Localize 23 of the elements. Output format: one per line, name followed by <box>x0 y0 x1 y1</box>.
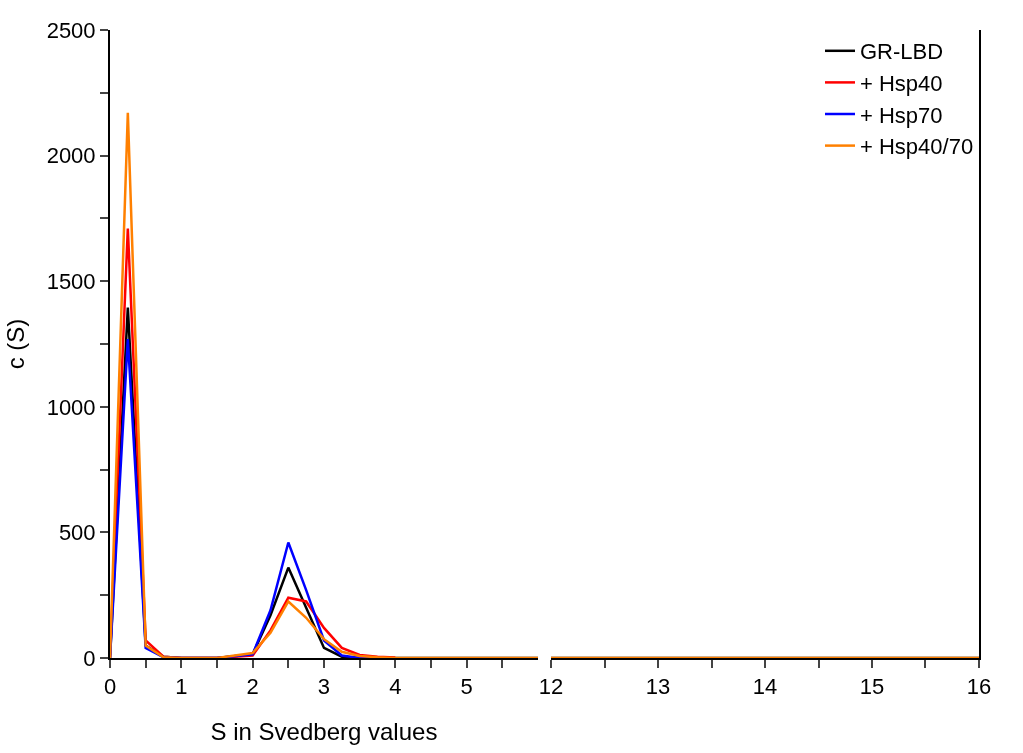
x-tick-label: 14 <box>752 674 778 700</box>
y-tick-label: 2500 <box>46 17 96 43</box>
x-tick-label: 2 <box>246 674 259 700</box>
x-axis-title: S in Svedberg values <box>210 718 438 746</box>
legend-label: GR-LBD <box>860 39 944 65</box>
x-tick-label: 0 <box>103 674 117 700</box>
x-tick-label: 15 <box>859 674 885 700</box>
y-axis-title: c (S) <box>2 318 30 370</box>
x-tick-label: 12 <box>538 674 564 700</box>
y-tick-label: 1500 <box>46 268 96 294</box>
x-tick-label: 4 <box>389 674 402 700</box>
legend-label: + Hsp40 <box>860 70 943 96</box>
y-tick-label: 0 <box>83 645 96 671</box>
x-tick-label: 1 <box>175 674 188 700</box>
x-tick-label: 13 <box>645 674 671 700</box>
y-tick-label: 500 <box>58 520 96 546</box>
x-tick-label: 5 <box>460 674 473 700</box>
legend-label: + Hsp70 <box>860 102 943 128</box>
x-tick-label: 3 <box>317 674 331 700</box>
y-tick-label: 2000 <box>46 143 96 169</box>
x-tick-label: 16 <box>966 674 992 700</box>
y-tick-label: 1000 <box>46 394 96 420</box>
legend-label: + Hsp40/70 <box>860 134 974 160</box>
